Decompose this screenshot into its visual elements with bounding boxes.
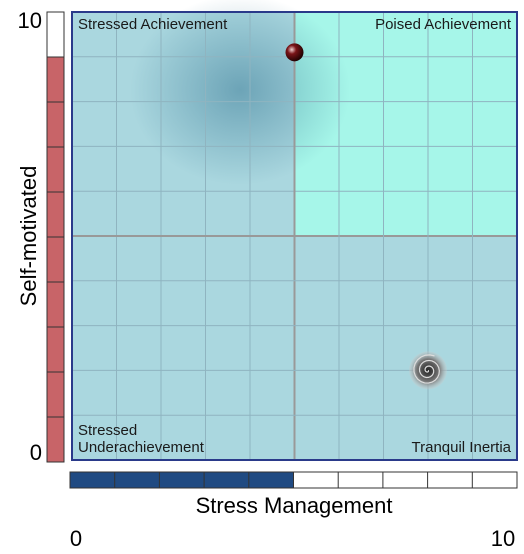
x-axis-label: Stress Management: [196, 493, 393, 518]
point: [285, 43, 304, 62]
x-tick-label: 0: [70, 526, 82, 551]
quadrant-bg: [72, 236, 295, 460]
point: [409, 351, 447, 390]
x-tick-label: 10: [491, 526, 515, 551]
gauge-border: [46, 11, 65, 463]
y-tick-label: 0: [30, 440, 42, 465]
quadrant-label: Tranquil Inertia: [411, 439, 512, 456]
quadrant-label: Poised Achievement: [375, 16, 511, 33]
quadrant-label: Stressed Underachievement: [78, 422, 204, 456]
y-axis-label: Self-motivated: [16, 166, 41, 307]
quadrant-bg: [294, 236, 517, 460]
quadrant-label: Stressed Achievement: [78, 16, 228, 33]
y-gauge-fill: [47, 57, 64, 462]
x-gauge-fill: [70, 472, 294, 488]
y-tick-label: 10: [18, 8, 42, 33]
gauge-border: [69, 471, 518, 489]
swirl-arm: [413, 354, 440, 384]
plot-border: [71, 11, 518, 461]
